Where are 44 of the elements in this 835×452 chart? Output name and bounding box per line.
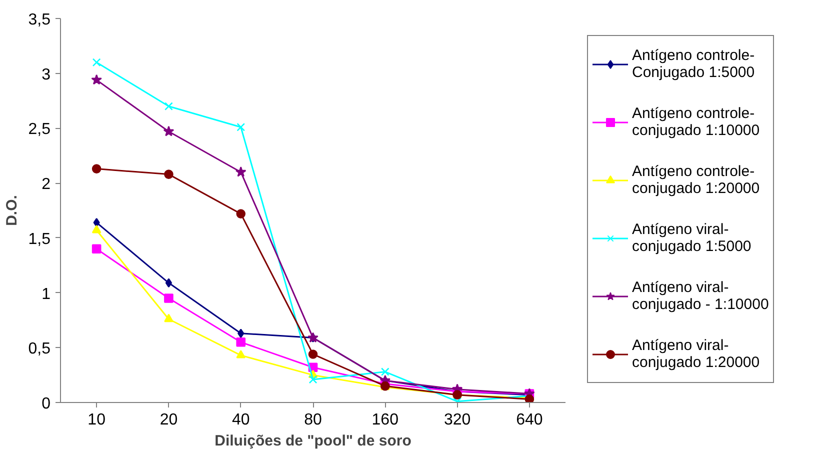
y-tick-label: 3,5 (28, 12, 51, 28)
legend-label: Antígeno controle-conjugado 1:20000 (632, 162, 760, 199)
point (92, 164, 102, 174)
x-axis-title: Diluições de "pool" de soro (214, 432, 412, 450)
point (236, 122, 246, 132)
point (236, 209, 246, 218)
x-tick-label: 80 (304, 412, 322, 428)
point (164, 170, 174, 179)
y-tick-label: 1 (42, 286, 51, 303)
point (92, 224, 102, 234)
point (236, 350, 246, 358)
point (164, 102, 173, 110)
y-tick-label: 3 (42, 66, 51, 84)
point (308, 350, 318, 359)
y-tick-label: 0 (42, 396, 51, 412)
point (308, 375, 318, 384)
point (380, 368, 390, 376)
point (164, 314, 174, 322)
y-tick-label: 0,5 (28, 340, 51, 358)
point (92, 244, 102, 254)
legend-label: Antígeno viral-conjugado 1:20000 (632, 336, 760, 373)
x-tick-label: 160 (372, 412, 399, 428)
legend-label: Antígeno viral-conjugado - 1:10000 (632, 278, 769, 315)
y-tick-label: 2,5 (28, 121, 51, 138)
legend-label: Antígeno controle-Conjugado 1:5000 (632, 46, 755, 83)
x-tick-label: 20 (160, 412, 178, 428)
y-tick-label: 2 (42, 176, 51, 194)
y-tick-label: 1,5 (28, 230, 51, 248)
point (93, 218, 100, 228)
point (235, 166, 246, 177)
point (91, 74, 102, 85)
x-tick-label: 10 (88, 412, 106, 428)
point (163, 126, 174, 136)
x-tick-label: 640 (516, 412, 543, 428)
point (165, 278, 172, 288)
legend-label: Antígeno controle-conjugado 1:10000 (632, 104, 760, 141)
point (92, 58, 101, 67)
point (238, 328, 244, 338)
x-tick-label: 320 (444, 412, 471, 428)
y-axis-title: D.O. (3, 195, 20, 226)
legend-label: Antígeno viral-conjugado 1:5000 (632, 220, 752, 257)
point (164, 294, 174, 303)
x-tick-label: 40 (232, 412, 250, 428)
point (236, 338, 246, 347)
